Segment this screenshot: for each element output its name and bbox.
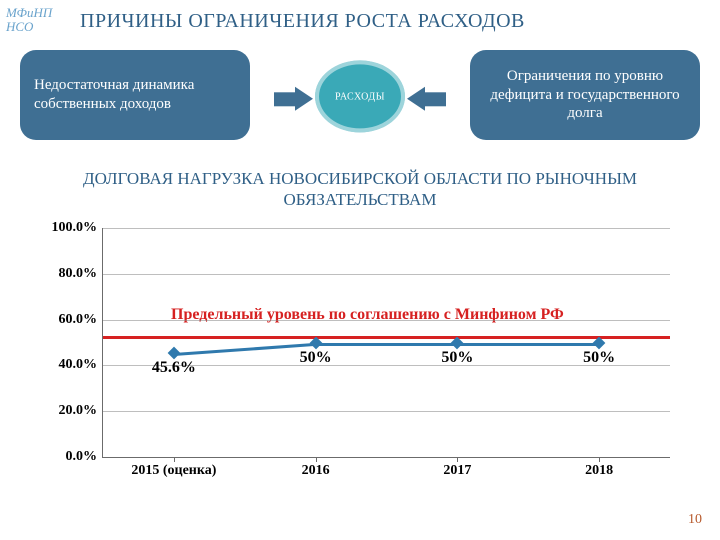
x-tick-mark	[599, 457, 600, 462]
cause-left-box: Недостаточная динамика собственных доход…	[20, 50, 250, 140]
series-segment	[316, 343, 458, 346]
causes-diagram: Недостаточная динамика собственных доход…	[20, 50, 700, 150]
grid-line	[103, 320, 670, 321]
cause-left-text: Недостаточная динамика собственных доход…	[34, 76, 236, 114]
debt-chart: Предельный уровень по соглашению с Минфи…	[30, 218, 690, 498]
page-number: 10	[688, 512, 702, 528]
y-tick-label: 100.0%	[52, 220, 98, 236]
logo-line1: МФиНП	[6, 6, 52, 20]
x-tick-label: 2017	[443, 463, 471, 479]
cause-right-box: Ограничения по уровню дефицита и государ…	[470, 50, 700, 140]
x-tick-mark	[457, 457, 458, 462]
grid-line	[103, 411, 670, 412]
limit-label: Предельный уровень по соглашению с Минфи…	[171, 306, 564, 324]
y-tick-label: 20.0%	[59, 403, 98, 419]
center-oval: РАСХОДЫ	[315, 60, 405, 132]
value-label: 45.6%	[152, 359, 196, 377]
arrow-left-head	[295, 87, 313, 111]
y-tick-label: 80.0%	[59, 266, 98, 282]
cause-right-text: Ограничения по уровню дефицита и государ…	[484, 67, 686, 123]
series-point	[169, 348, 178, 357]
x-tick-label: 2016	[302, 463, 330, 479]
logo: МФиНП НСО	[6, 6, 52, 35]
limit-line	[103, 336, 670, 339]
arrow-right-body	[424, 92, 446, 106]
value-label: 50%	[583, 349, 615, 367]
series-point	[453, 338, 462, 347]
subtitle: ДОЛГОВАЯ НАГРУЗКА НОВОСИБИРСКОЙ ОБЛАСТИ …	[40, 168, 680, 211]
x-tick-label: 2015 (оценка)	[131, 463, 216, 479]
y-tick-label: 40.0%	[59, 357, 98, 373]
series-point	[595, 338, 604, 347]
x-tick-mark	[174, 457, 175, 462]
center-oval-text: РАСХОДЫ	[335, 91, 385, 102]
series-segment	[457, 343, 599, 346]
grid-line	[103, 274, 670, 275]
series-point	[311, 338, 320, 347]
arrow-left-body	[274, 92, 296, 106]
logo-line2: НСО	[6, 20, 52, 34]
x-tick-mark	[316, 457, 317, 462]
y-tick-label: 0.0%	[66, 449, 98, 465]
plot-area: Предельный уровень по соглашению с Минфи…	[102, 228, 670, 458]
arrow-right-head	[407, 87, 425, 111]
y-tick-label: 60.0%	[59, 312, 98, 328]
value-label: 50%	[441, 349, 473, 367]
x-tick-label: 2018	[585, 463, 613, 479]
series-segment	[174, 342, 316, 355]
grid-line	[103, 228, 670, 229]
value-label: 50%	[300, 349, 332, 367]
page-title: ПРИЧИНЫ ОГРАНИЧЕНИЯ РОСТА РАСХОДОВ	[80, 10, 700, 33]
